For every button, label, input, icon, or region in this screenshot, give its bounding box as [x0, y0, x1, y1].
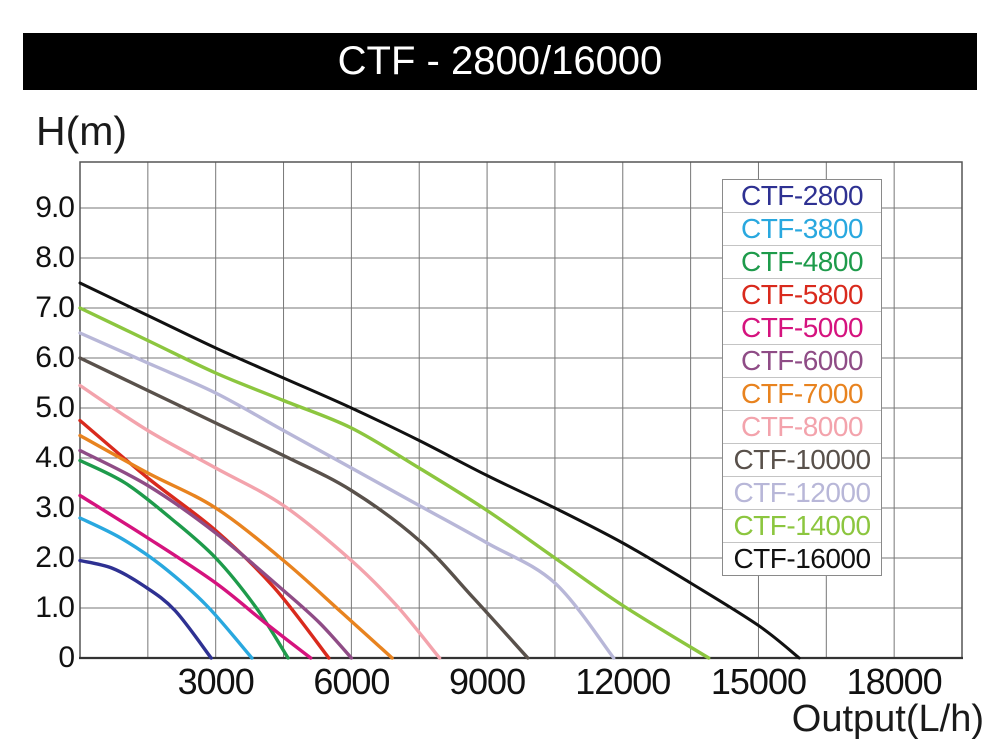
legend: CTF-2800 CTF-3800 CTF-4800 CTF-5800 CTF-5000… [722, 179, 882, 576]
curve-CTF-7000 [78, 433, 394, 660]
y-tick-label: 3.0 [35, 491, 75, 524]
curve-CTF-6000 [78, 448, 354, 660]
y-tick-label: 7.0 [35, 291, 75, 324]
x-tick-label: 12000 [575, 661, 671, 702]
legend-item-ctf-10000: CTF-10000 [723, 443, 881, 476]
y-tick-label: 9.0 [35, 191, 75, 224]
curve-CTF-2800 [78, 558, 213, 660]
legend-item-ctf-8000: CTF-8000 [723, 410, 881, 443]
legend-item-ctf-5000: CTF-5000 [723, 311, 881, 344]
legend-item-ctf-2800: CTF-2800 [723, 180, 881, 212]
y-tick-label: 6.0 [35, 341, 75, 374]
y-tick-label: 5.0 [35, 391, 75, 424]
curve-CTF-14000 [78, 306, 711, 660]
legend-item-ctf-6000: CTF-6000 [723, 344, 881, 377]
x-tick-label: 9000 [449, 661, 526, 702]
chart-title: CTF - 2800/16000 [337, 39, 663, 83]
y-tick-label: 0 [58, 641, 75, 674]
legend-item-ctf-12000: CTF-12000 [723, 476, 881, 509]
legend-item-ctf-4800: CTF-4800 [723, 245, 881, 278]
curve-CTF-10000 [78, 356, 530, 660]
y-tick-label: 4.0 [35, 441, 75, 474]
curve-CTF-5000 [78, 493, 313, 660]
x-axis-label: Output(L/h) [791, 698, 984, 740]
y-tick-label: 8.0 [35, 241, 75, 274]
x-tick-label: 6000 [313, 661, 390, 702]
curve-CTF-3800 [78, 516, 254, 660]
legend-item-ctf-3800: CTF-3800 [723, 212, 881, 245]
x-tick-label: 3000 [177, 661, 255, 702]
curve-CTF-16000 [78, 281, 801, 660]
y-axis-label: H(m) [36, 108, 128, 154]
chart-title-bar: CTF - 2800/16000 [23, 33, 977, 90]
curve-CTF-4800 [78, 458, 290, 660]
legend-item-ctf-16000: CTF-16000 [723, 542, 881, 575]
legend-item-ctf-5800: CTF-5800 [723, 278, 881, 311]
legend-item-ctf-7000: CTF-7000 [723, 377, 881, 410]
x-tick-label: 18000 [846, 661, 943, 702]
y-tick-label: 2.0 [35, 541, 75, 574]
x-tick-label: 15000 [710, 661, 807, 702]
legend-item-ctf-14000: CTF-14000 [723, 509, 881, 542]
curve-CTF-8000 [78, 383, 442, 660]
y-tick-label: 1.0 [35, 591, 75, 624]
curve-CTF-12000 [78, 331, 616, 660]
